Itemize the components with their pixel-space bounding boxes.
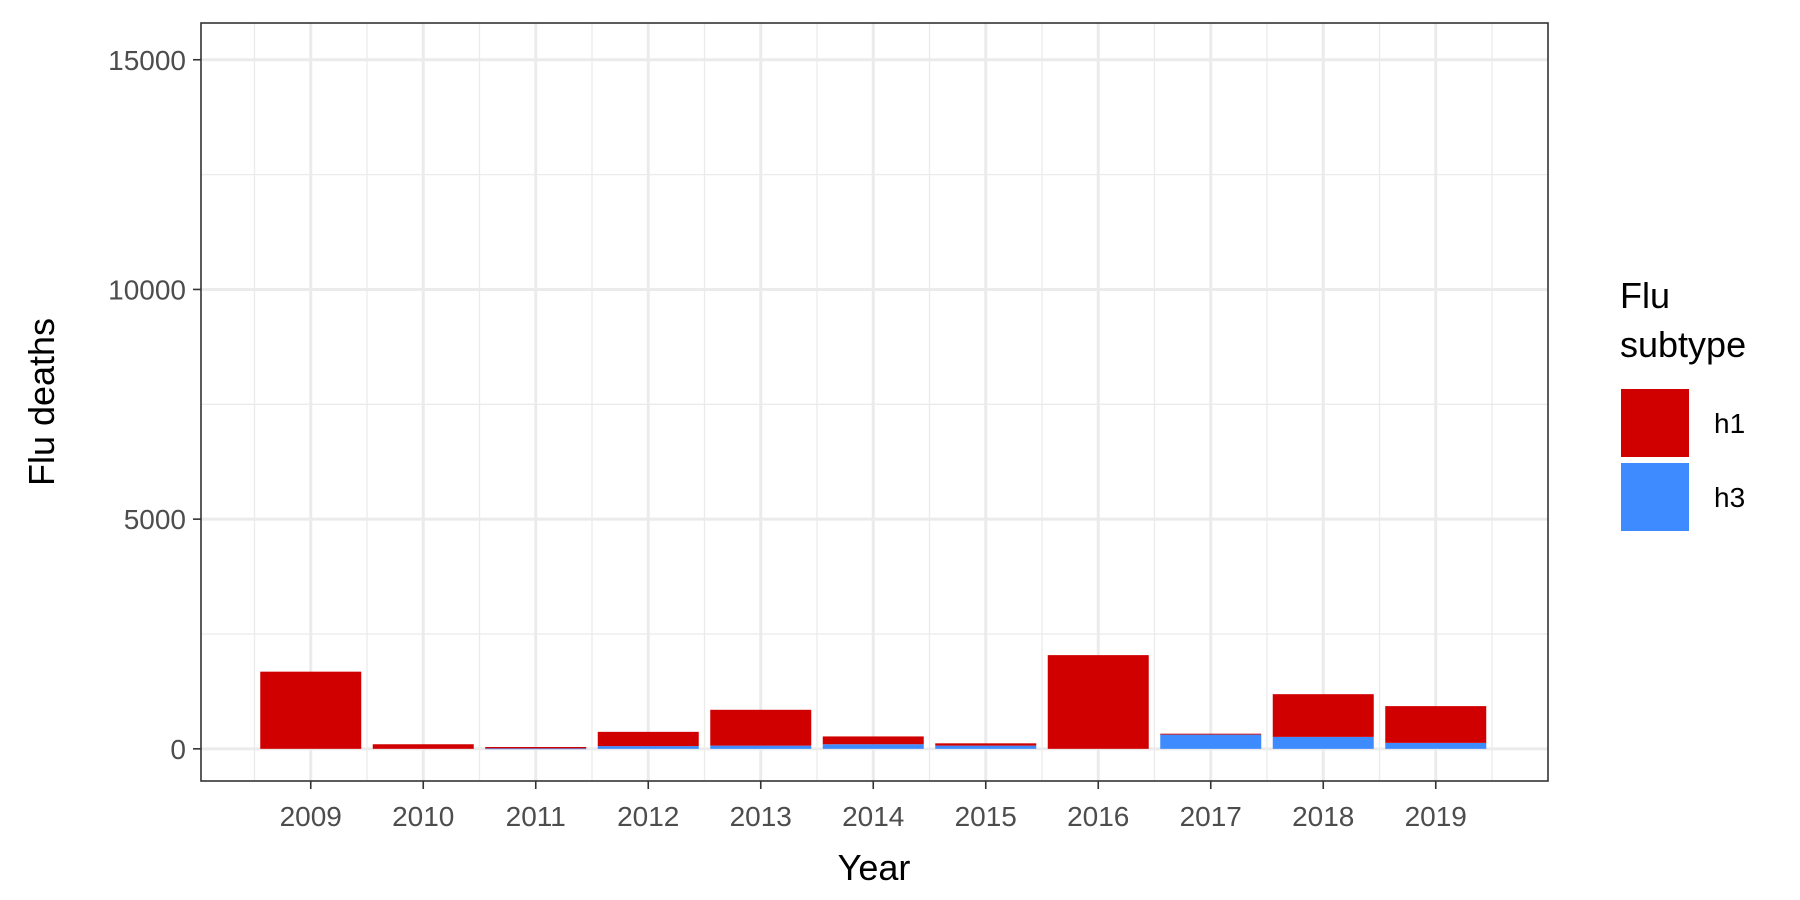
bar-h1-2017 <box>1160 733 1262 735</box>
x-tick-label: 2011 <box>506 801 566 832</box>
x-tick-label: 2012 <box>617 801 679 832</box>
x-tick-label: 2019 <box>1405 801 1467 832</box>
bar-h1-2010 <box>372 744 474 749</box>
bar-h1-2009 <box>260 671 362 749</box>
bar-h1-2013 <box>710 709 812 746</box>
bar-h3-2012 <box>597 746 699 749</box>
x-axis-title: Year <box>838 847 911 888</box>
bar-h1-2015 <box>935 743 1037 746</box>
y-tick-label: 15000 <box>108 45 186 76</box>
y-tick-label: 5000 <box>124 504 186 535</box>
x-tick-label: 2014 <box>842 801 904 832</box>
x-tick-label: 2013 <box>730 801 792 832</box>
bar-h3-2017 <box>1160 734 1262 749</box>
bar-h3-2018 <box>1272 736 1374 749</box>
y-tick-label: 0 <box>170 734 186 765</box>
bar-h3-2019 <box>1385 742 1487 749</box>
x-tick-label: 2010 <box>392 801 454 832</box>
bar-h3-2013 <box>710 745 812 749</box>
bar-h3-2011 <box>485 748 587 750</box>
legend-key-h1 <box>1621 389 1689 457</box>
x-axis: 2009 2010 2011 2012 2013 2014 2015 2016 2017 2018… <box>280 781 1467 832</box>
y-tick-label: 10000 <box>108 274 186 305</box>
legend-title-line-1: Flu <box>1620 275 1670 316</box>
bar-h1-2011 <box>485 747 587 749</box>
legend-key-h3 <box>1621 463 1689 531</box>
y-axis: 0 5000 10000 15000 <box>108 45 201 765</box>
bars <box>260 655 1487 750</box>
bar-h1-2016 <box>1047 655 1149 749</box>
bar-h1-2018 <box>1272 694 1374 737</box>
bar-h1-2014 <box>822 736 924 745</box>
bar-h1-2012 <box>597 731 699 747</box>
bar-h3-2015 <box>935 745 1037 749</box>
y-axis-title: Flu deaths <box>21 318 62 486</box>
bar-h1-2019 <box>1385 706 1487 743</box>
legend: Flu subtype h1 h3 <box>1620 275 1746 531</box>
x-tick-label: 2009 <box>280 801 342 832</box>
legend-label-h1: h1 <box>1714 408 1745 439</box>
x-tick-label: 2017 <box>1180 801 1242 832</box>
x-tick-label: 2016 <box>1067 801 1129 832</box>
grid <box>201 23 1548 781</box>
x-tick-label: 2015 <box>955 801 1017 832</box>
legend-keys: h1 h3 <box>1621 389 1745 531</box>
x-tick-label: 2018 <box>1292 801 1354 832</box>
legend-label-h3: h3 <box>1714 482 1745 513</box>
legend-title-line-2: subtype <box>1620 324 1746 365</box>
bar-h3-2014 <box>822 744 924 749</box>
plot-border <box>200 22 1549 782</box>
